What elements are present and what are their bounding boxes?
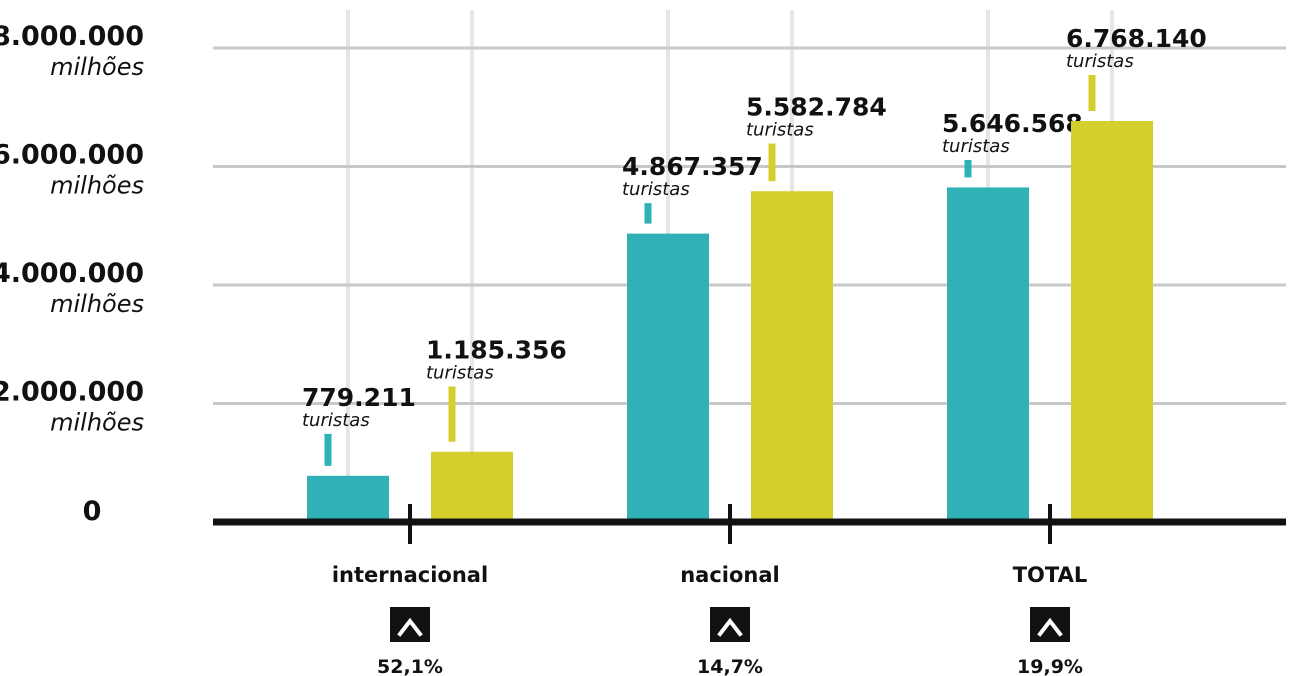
bar [947,187,1029,522]
y-tick-label: 4.000.000 [0,258,144,289]
growth-indicator: 52,1% [377,607,443,676]
bar-value-label: 1.185.356 [426,336,567,365]
bar-value-unit: turistas [302,410,370,431]
bar [431,451,513,522]
y-tick-unit: milhões [50,290,144,318]
growth-indicator: 14,7% [697,607,763,676]
up-arrow-icon [397,617,423,637]
x-category-label: nacional [680,563,780,587]
up-arrow-icon-box [710,607,750,642]
x-category-label: internacional [332,563,488,587]
bar [1071,120,1153,522]
x-category-label: TOTAL [1013,563,1088,587]
bar-value-label: 5.582.784 [746,93,887,122]
growth-percent-label: 19,9% [1017,656,1083,676]
bar [307,475,389,522]
bar-value-label: 4.867.357 [622,152,763,181]
growth-percent-label: 14,7% [697,656,763,676]
growth-indicator: 19,9% [1017,607,1083,676]
y-tick-unit: milhões [50,53,144,81]
y-tick-unit: milhões [50,409,144,437]
up-arrow-icon [1037,617,1063,637]
bar [627,233,709,522]
y-tick-label: 2.000.000 [0,377,144,408]
bar-value-label: 779.211 [302,383,416,412]
bar-value-unit: turistas [942,136,1010,157]
y-tick-label: 0 [83,496,102,527]
up-arrow-icon-box [1030,607,1070,642]
up-arrow-icon [717,617,743,637]
y-tick-label: 6.000.000 [0,140,144,171]
up-arrow-icon-box [390,607,430,642]
bar-value-label: 5.646.568 [942,109,1083,138]
bar [751,191,833,523]
bar-value-label: 6.768.140 [1066,24,1207,53]
y-tick-label: 8.000.000 [0,21,144,52]
y-tick-unit: milhões [50,172,144,200]
bar-value-unit: turistas [622,179,690,200]
bar-value-unit: turistas [746,120,814,141]
growth-percent-label: 52,1% [377,656,443,676]
bar-value-unit: turistas [1066,51,1134,72]
bar-value-unit: turistas [426,363,494,384]
